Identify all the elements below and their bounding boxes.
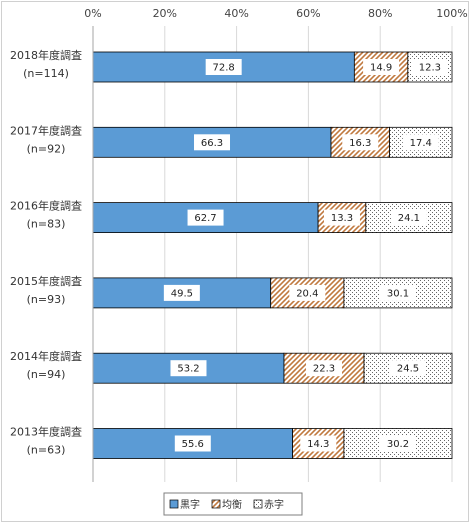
data-label-box [323, 209, 360, 226]
x-tick-label: 0% [84, 7, 101, 20]
bar-segment [365, 202, 453, 234]
category-label: (n=93) [27, 293, 66, 306]
legend-swatch [169, 499, 179, 509]
category-label: 2013年度調査 [10, 425, 82, 439]
data-label-box [379, 284, 416, 301]
x-tick-label: 60% [296, 7, 320, 20]
data-label: 72.8 [213, 63, 235, 74]
category-label: 2014年度調査 [10, 349, 82, 363]
legend-box [163, 492, 303, 516]
data-label: 62.7 [194, 213, 216, 224]
data-label-box [411, 59, 448, 75]
category-labels: 2018年度調査 (n=114) 2017年度調査 (n=92) 2016年度調査 (n=… [10, 48, 82, 457]
category-label: 2016年度調査 [10, 199, 82, 213]
data-label-box [174, 435, 211, 452]
category-label: (n=94) [27, 368, 66, 381]
legend: 黒字 均衡 赤字 [163, 492, 303, 516]
data-label-box [194, 134, 231, 151]
legend-label: 均衡 [222, 499, 242, 511]
data-label-box [379, 435, 416, 452]
legend-label: 赤字 [264, 498, 284, 511]
x-axis-ticks: 0% 20% 40% 60% 80% 100% [84, 7, 467, 20]
data-label: 66.3 [201, 138, 223, 149]
data-label-box [306, 360, 343, 377]
data-label: 24.5 [397, 364, 419, 375]
category-label: (n=92) [27, 142, 66, 155]
data-label: 55.6 [182, 439, 204, 450]
x-tick-label: 80% [368, 7, 392, 20]
x-tick-label: 20% [153, 7, 177, 20]
x-tick-label: 100% [436, 7, 467, 20]
x-tick-label: 40% [224, 7, 248, 20]
legend-swatch [253, 499, 263, 509]
category-label: (n=114) [23, 67, 69, 80]
data-label: 16.3 [349, 138, 371, 149]
data-label: 20.4 [296, 288, 318, 299]
data-label-box [402, 134, 439, 151]
data-label: 14.3 [307, 439, 329, 450]
data-label-box [205, 59, 242, 75]
data-label-box [187, 209, 224, 226]
category-label: 2015年度調査 [10, 274, 82, 288]
legend-label: 黒字 [180, 498, 200, 511]
category-label: 2018年度調査 [10, 48, 82, 62]
data-label-box [289, 284, 326, 301]
data-label: 12.3 [419, 63, 441, 74]
data-label-box [170, 360, 207, 377]
bars: 72.8 14.9 12.3 66.3 16.3 17.4 62.7 13.3 24.1 49.5… [92, 51, 453, 459]
data-label: 24.1 [398, 213, 420, 224]
data-label-box [390, 209, 427, 226]
data-label: 22.3 [313, 364, 335, 375]
data-label: 30.1 [387, 288, 409, 299]
data-label-box [342, 134, 379, 151]
data-label-box [300, 435, 337, 452]
data-label: 49.5 [171, 288, 193, 299]
data-label-box [363, 59, 400, 75]
legend-swatch [211, 499, 221, 509]
category-label: 2017年度調査 [10, 123, 82, 137]
data-label: 30.2 [387, 439, 409, 450]
data-label-box [163, 284, 200, 301]
data-label: 13.3 [331, 213, 353, 224]
category-label: (n=63) [27, 444, 66, 457]
category-label: (n=83) [27, 218, 66, 231]
data-label: 17.4 [410, 138, 432, 149]
data-label: 53.2 [177, 364, 199, 375]
data-label-box [390, 360, 427, 377]
data-label: 14.9 [370, 63, 392, 74]
